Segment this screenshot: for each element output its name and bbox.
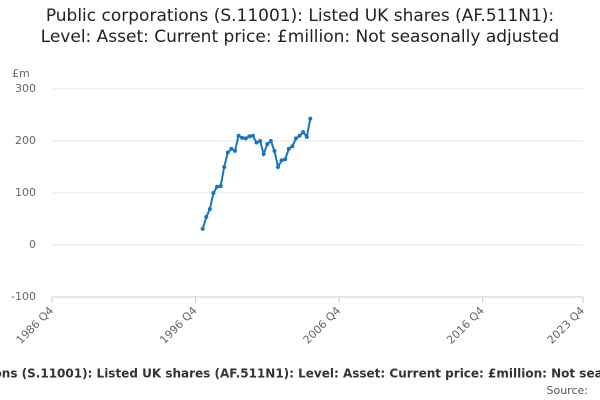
x-tick-label: 1996 Q4 xyxy=(157,304,200,347)
point xyxy=(247,134,252,139)
point xyxy=(232,148,237,153)
point xyxy=(240,135,245,140)
point xyxy=(279,158,284,163)
point xyxy=(290,144,295,149)
point xyxy=(207,207,212,212)
y-tick-label: 300 xyxy=(15,82,36,95)
point xyxy=(301,130,306,135)
point xyxy=(268,139,273,143)
point xyxy=(236,133,241,138)
line xyxy=(201,118,312,230)
point xyxy=(229,146,234,151)
x-tick-label: 2023 Q4 xyxy=(545,304,588,347)
point xyxy=(286,146,291,151)
source: Source: xyxy=(547,384,589,397)
point xyxy=(308,116,313,121)
footnote: Public corporations (S.11001): Listed UK… xyxy=(0,367,600,381)
point xyxy=(250,133,255,138)
y-axis-label: £m xyxy=(12,67,30,80)
point xyxy=(222,165,227,169)
point xyxy=(218,184,223,189)
x-tick-label: 2006 Q4 xyxy=(301,304,344,347)
y-tick-label: -100 xyxy=(11,290,36,303)
point xyxy=(293,136,298,141)
y-tick-label: 100 xyxy=(15,186,36,199)
point xyxy=(204,214,209,219)
point xyxy=(276,165,281,169)
point xyxy=(272,148,277,153)
chart-title: Public corporations (S.11001): Listed UK… xyxy=(40,6,560,47)
point xyxy=(304,134,309,139)
x-tick-label: 1986 Q4 xyxy=(14,304,57,347)
point xyxy=(215,184,220,189)
point xyxy=(297,133,302,138)
y-tick-label: 200 xyxy=(15,134,36,147)
point xyxy=(254,140,259,145)
point xyxy=(265,142,270,147)
point xyxy=(258,139,263,143)
point xyxy=(225,150,230,155)
point xyxy=(200,226,205,231)
point xyxy=(243,136,248,141)
point xyxy=(261,152,266,156)
point xyxy=(283,157,288,162)
point xyxy=(211,191,216,195)
x-tick-label: 2016 Q4 xyxy=(444,304,487,347)
y-tick-label: 0 xyxy=(29,238,36,251)
